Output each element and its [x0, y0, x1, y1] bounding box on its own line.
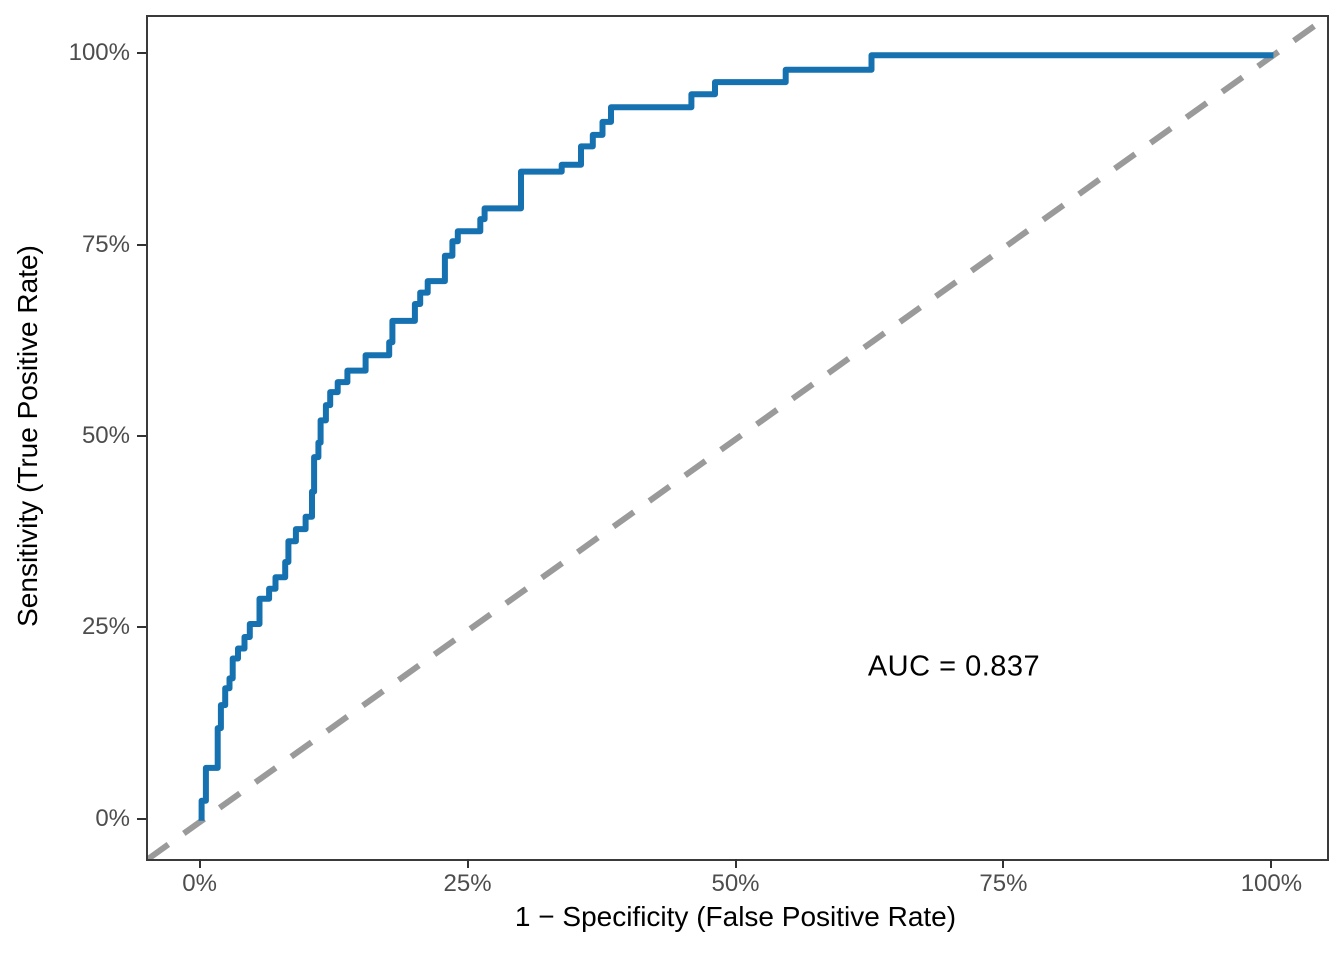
plot-panel: AUC = 0.837 [146, 15, 1329, 861]
x-tick-mark [1270, 859, 1273, 868]
diagonal-reference-line [148, 17, 1327, 859]
y-tick-label: 100% [68, 39, 130, 67]
y-tick-mark [137, 243, 146, 246]
y-tick-mark [137, 626, 146, 629]
x-tick-label: 50% [711, 870, 760, 897]
y-tick-label: 0% [95, 804, 130, 832]
roc-curve-line [198, 52, 1274, 821]
x-tick-mark [198, 859, 201, 868]
x-tick-mark [1002, 859, 1005, 868]
y-tick-label: 25% [81, 613, 130, 641]
x-tick-label: 100% [1240, 870, 1303, 897]
y-tick-label: 50% [81, 422, 130, 449]
x-tick-mark [734, 859, 737, 868]
x-tick-label: 25% [443, 870, 492, 897]
x-tick-label: 75% [979, 870, 1028, 897]
y-tick-mark [137, 435, 146, 437]
roc-plot-svg [148, 17, 1327, 859]
y-tick-mark [137, 52, 146, 55]
x-tick-mark [466, 859, 469, 868]
y-tick-label: 75% [81, 230, 130, 258]
x-axis-title: 1 − Specificity (False Positive Rate) [514, 901, 957, 932]
auc-annotation: AUC = 0.837 [867, 650, 1041, 683]
x-tick-label: 0% [182, 870, 217, 897]
y-tick-mark [137, 817, 146, 820]
